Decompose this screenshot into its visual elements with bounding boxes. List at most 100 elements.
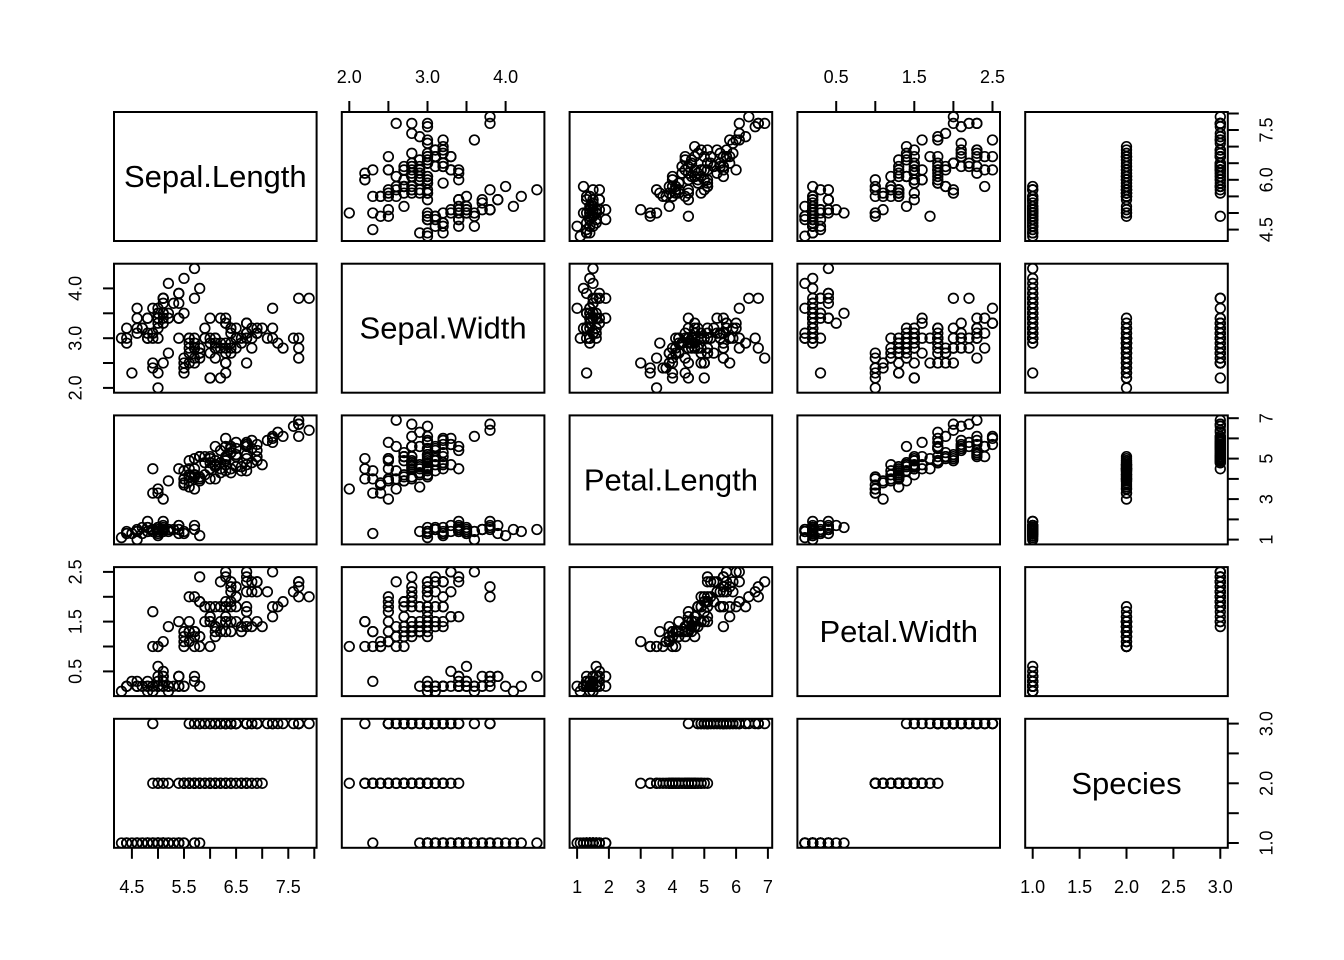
panel-Petal.Width-vs-Petal.Width: Petal.Width bbox=[796, 566, 1002, 698]
panel-border bbox=[796, 566, 1002, 698]
scatter-points bbox=[1027, 263, 1226, 393]
scatter-points bbox=[799, 112, 999, 241]
tick-label: 7 bbox=[763, 877, 773, 897]
scatter-points bbox=[343, 415, 543, 545]
scatter-points bbox=[571, 567, 771, 697]
panel-Species-vs-Petal.Length bbox=[568, 717, 774, 849]
diag-label-species: Species bbox=[1071, 766, 1181, 801]
diag-label-petal-width: Petal.Width bbox=[819, 614, 978, 649]
tick-label: 5.5 bbox=[171, 877, 196, 897]
panel-border bbox=[113, 111, 318, 242]
panel-border bbox=[1024, 111, 1229, 242]
scatter-points bbox=[799, 263, 999, 393]
tick-label: 2.0 bbox=[1114, 877, 1139, 897]
tick-label: 2.5 bbox=[1161, 877, 1186, 897]
tick-label: 0.5 bbox=[66, 659, 86, 684]
panel-border bbox=[340, 262, 546, 394]
panel-Sepal.Length-vs-Sepal.Length: Sepal.Length bbox=[113, 111, 318, 242]
panel-border bbox=[1024, 262, 1229, 394]
scatter-points bbox=[1027, 112, 1226, 241]
tick-label: 7 bbox=[1256, 413, 1276, 423]
diag-label-sepal-width: Sepal.Width bbox=[360, 311, 527, 346]
tick-label: 2.5 bbox=[66, 559, 86, 584]
panel-border bbox=[113, 717, 318, 849]
tick-label: 6.5 bbox=[224, 877, 249, 897]
panel-border bbox=[113, 566, 318, 698]
panel-border bbox=[340, 111, 546, 242]
panel-border bbox=[796, 111, 1002, 242]
panel-border bbox=[340, 566, 546, 698]
tick-label: 4.5 bbox=[1256, 217, 1276, 242]
tick-label: 7.5 bbox=[1256, 117, 1276, 142]
tick-label: 4.5 bbox=[119, 877, 144, 897]
tick-label: 1 bbox=[1256, 535, 1276, 545]
panel-border bbox=[340, 717, 546, 849]
panel-border bbox=[1024, 414, 1229, 546]
tick-label: 3.0 bbox=[1208, 877, 1233, 897]
scatter-points bbox=[115, 263, 315, 393]
scatter-points bbox=[343, 718, 543, 848]
scatter-points bbox=[1027, 567, 1226, 697]
axis-right-Species: 1.0 2.0 3.0 bbox=[1227, 711, 1276, 856]
panel-border bbox=[796, 414, 1002, 546]
tick-label: 2.0 bbox=[337, 67, 362, 87]
tick-label: 1.5 bbox=[1067, 877, 1092, 897]
tick-label: 0.5 bbox=[824, 67, 849, 87]
tick-label: 3 bbox=[1256, 494, 1276, 504]
panel-Petal.Length-vs-Sepal.Length bbox=[113, 414, 318, 546]
panel-Petal.Width-vs-Sepal.Length bbox=[113, 566, 318, 698]
axis-left-Petal.Width: 0.5 1.5 2.5 bbox=[66, 559, 114, 684]
panel-border bbox=[796, 717, 1002, 849]
tick-label: 2.0 bbox=[1256, 771, 1276, 796]
tick-label: 1.0 bbox=[1020, 877, 1045, 897]
panel-Species-vs-Sepal.Width bbox=[340, 717, 546, 849]
tick-label: 1.5 bbox=[66, 609, 86, 634]
tick-label: 3.0 bbox=[1256, 711, 1276, 736]
scatter-points bbox=[571, 112, 771, 241]
tick-label: 2.5 bbox=[980, 67, 1005, 87]
scatter-points bbox=[115, 718, 315, 848]
axis-top-Petal.Width: 0.5 1.5 2.5 bbox=[824, 67, 1005, 112]
panel-border bbox=[340, 414, 546, 546]
axis-right-Sepal.Length: 4.5 6.0 7.5 bbox=[1227, 112, 1276, 242]
panel-border bbox=[113, 262, 318, 394]
panel-Sepal.Length-vs-Species bbox=[1024, 111, 1229, 242]
axis-top-Sepal.Width: 2.0 3.0 4.0 bbox=[337, 67, 518, 112]
tick-label: 2.0 bbox=[66, 375, 86, 400]
scatter-points bbox=[799, 718, 999, 848]
tick-label: 3.0 bbox=[415, 67, 440, 87]
axis-right-Petal.Length: 1 3 5 7 bbox=[1227, 413, 1276, 545]
tick-label: 6 bbox=[731, 877, 741, 897]
tick-label: 3.0 bbox=[66, 326, 86, 351]
diag-label-petal-length: Petal.Length bbox=[584, 462, 758, 497]
axis-bottom-Species: 1.0 1.5 2.0 2.5 3.0 bbox=[1020, 847, 1233, 897]
panel-Petal.Width-vs-Species bbox=[1024, 566, 1229, 698]
panel-border bbox=[1024, 566, 1229, 698]
tick-label: 1.0 bbox=[1256, 830, 1276, 855]
panel-Species-vs-Petal.Width bbox=[796, 717, 1002, 849]
scatter-points bbox=[571, 718, 771, 848]
tick-label: 2 bbox=[604, 877, 614, 897]
panel-Sepal.Width-vs-Petal.Length bbox=[568, 262, 774, 394]
panel-border bbox=[568, 566, 774, 698]
panel-Sepal.Width-vs-Petal.Width bbox=[796, 262, 1002, 394]
panel-border bbox=[568, 111, 774, 242]
panel-Sepal.Width-vs-Species bbox=[1024, 262, 1229, 394]
tick-label: 7.5 bbox=[276, 877, 301, 897]
panel-Petal.Length-vs-Species bbox=[1024, 414, 1229, 546]
panel-Sepal.Length-vs-Sepal.Width bbox=[340, 111, 546, 242]
panel-Sepal.Width-vs-Sepal.Width: Sepal.Width bbox=[340, 262, 546, 394]
axis-bottom-Sepal.Length: 4.5 5.5 6.5 7.5 bbox=[119, 847, 316, 897]
scatter-points bbox=[115, 415, 315, 545]
panel-Petal.Width-vs-Petal.Length bbox=[568, 566, 774, 698]
tick-label: 1.5 bbox=[902, 67, 927, 87]
panel-border bbox=[113, 414, 318, 546]
tick-label: 3 bbox=[636, 877, 646, 897]
tick-label: 1 bbox=[572, 877, 582, 897]
panel-Petal.Width-vs-Sepal.Width bbox=[340, 566, 546, 698]
panel-border bbox=[796, 262, 1002, 394]
diag-label-sepal-length: Sepal.Length bbox=[124, 159, 307, 194]
scatter-points bbox=[115, 567, 315, 697]
